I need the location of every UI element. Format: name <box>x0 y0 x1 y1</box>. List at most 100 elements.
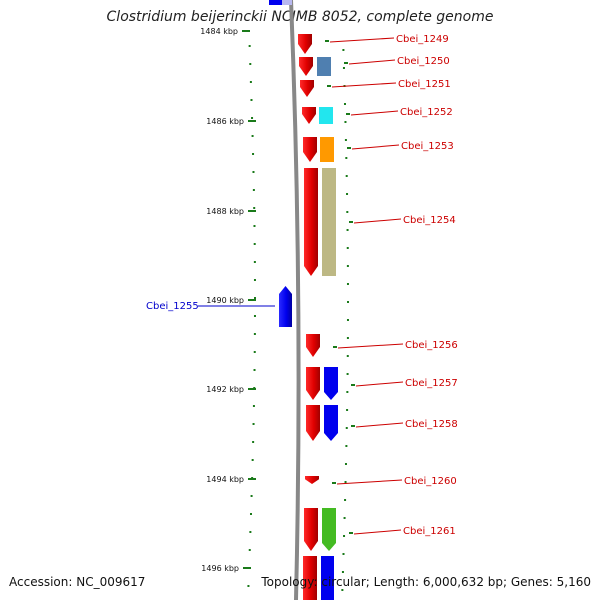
minor-tick <box>345 175 348 177</box>
minor-tick <box>346 373 349 375</box>
gene-label[interactable]: Cbei_1254 <box>403 215 456 226</box>
gene-label-connector <box>353 529 402 535</box>
minor-tick <box>346 229 349 231</box>
gene-cog-box[interactable] <box>324 367 338 400</box>
partial-gene-bottom-cog <box>321 556 334 600</box>
minor-tick <box>248 567 251 569</box>
gene-label-connector <box>353 218 402 224</box>
minor-tick <box>252 153 255 155</box>
minor-tick <box>253 243 256 245</box>
minor-tick <box>346 409 349 411</box>
gene-arrow-forward[interactable] <box>306 334 320 357</box>
label-anchor-tick <box>351 425 355 427</box>
minor-tick <box>248 45 251 47</box>
gene-label-connector <box>350 110 399 116</box>
gene-label[interactable]: Cbei_1261 <box>403 526 456 537</box>
minor-tick <box>253 261 256 263</box>
gene-arrow-forward[interactable] <box>304 168 318 276</box>
kbp-label: 1494 kbp <box>206 475 244 484</box>
kbp-label: 1484 kbp <box>200 27 238 36</box>
kbp-label: 1496 kbp <box>201 564 239 573</box>
minor-tick <box>253 207 256 209</box>
minor-tick <box>247 585 250 587</box>
minor-tick <box>344 139 347 141</box>
label-anchor-tick <box>349 221 353 223</box>
minor-tick <box>346 247 349 249</box>
partial-gene-bottom <box>303 556 317 600</box>
gene-arrow-forward[interactable] <box>299 57 313 76</box>
minor-tick <box>344 463 347 465</box>
gene-label[interactable]: Cbei_1257 <box>405 378 458 389</box>
minor-tick <box>345 157 348 159</box>
gene-cog-box[interactable] <box>322 508 336 551</box>
gene-label[interactable]: Cbei_1251 <box>398 79 451 90</box>
gene-label[interactable]: Cbei_1256 <box>405 340 458 351</box>
minor-tick <box>342 49 345 51</box>
gene-label-connector <box>355 422 404 428</box>
gene-arrow-forward[interactable] <box>306 405 320 441</box>
gene-label[interactable]: Cbei_1258 <box>405 419 458 430</box>
gene-label-connector <box>337 343 404 349</box>
minor-tick <box>250 99 253 101</box>
minor-tick <box>248 549 251 551</box>
minor-tick <box>253 333 256 335</box>
gene-arrow-forward[interactable] <box>298 34 312 54</box>
minor-tick <box>253 279 256 281</box>
minor-tick <box>341 589 344 591</box>
gene-label[interactable]: Cbei_1252 <box>400 107 453 118</box>
gene-cog-box[interactable] <box>317 57 331 76</box>
minor-tick <box>346 319 349 321</box>
gene-cog-box[interactable] <box>319 107 333 124</box>
minor-tick <box>253 369 256 371</box>
gene-arrow-forward[interactable] <box>306 367 320 400</box>
minor-tick <box>344 481 347 483</box>
label-anchor-tick <box>344 62 348 64</box>
minor-tick <box>251 477 254 479</box>
minor-tick <box>343 535 346 537</box>
gene-label-connector <box>336 479 403 485</box>
accession-label: Accession: NC_009617 <box>9 575 146 589</box>
minor-tick <box>252 441 255 443</box>
minor-tick <box>252 423 255 425</box>
gene-arrow-forward[interactable] <box>304 508 318 551</box>
minor-tick <box>345 427 348 429</box>
genome-summary: Topology: circular; Length: 6,000,632 bp… <box>261 575 591 589</box>
gene-label[interactable]: Cbei_1249 <box>396 34 449 45</box>
minor-tick <box>346 355 349 357</box>
minor-tick <box>346 301 349 303</box>
minor-tick <box>342 67 345 69</box>
minor-tick <box>343 103 346 105</box>
minor-tick <box>341 571 344 573</box>
kbp-label: 1492 kbp <box>206 385 244 394</box>
gene-cog-box[interactable] <box>322 168 336 276</box>
label-anchor-tick <box>351 384 355 386</box>
minor-tick <box>249 81 252 83</box>
gene-arrow-reverse[interactable] <box>279 286 292 327</box>
minor-tick <box>252 171 255 173</box>
gene-arrow-forward[interactable] <box>300 80 314 97</box>
minor-tick <box>249 63 252 65</box>
label-anchor-tick <box>325 40 329 42</box>
minor-tick <box>252 405 255 407</box>
partial-gene-top-cog <box>282 0 292 5</box>
gene-label-connector <box>351 144 400 150</box>
minor-tick <box>249 531 252 533</box>
gene-label-connector <box>329 37 395 43</box>
minor-tick <box>346 193 349 195</box>
gene-label[interactable]: Cbei_1255 <box>146 301 199 312</box>
minor-tick <box>251 459 254 461</box>
gene-label[interactable]: Cbei_1253 <box>401 141 454 152</box>
gene-arrow-forward[interactable] <box>302 107 316 124</box>
gene-arrow-forward[interactable] <box>303 137 317 162</box>
minor-tick <box>342 553 345 555</box>
gene-label[interactable]: Cbei_1250 <box>397 56 450 67</box>
genome-title: Clostridium beijerinckii NCIMB 8052, com… <box>106 9 494 25</box>
gene-label[interactable]: Cbei_1260 <box>404 476 457 487</box>
gene-arrow-forward[interactable] <box>305 476 319 484</box>
gene-cog-box[interactable] <box>320 137 334 162</box>
minor-tick <box>253 351 256 353</box>
kbp-label: 1488 kbp <box>206 207 244 216</box>
gene-cog-box[interactable] <box>324 405 338 441</box>
label-anchor-tick <box>349 532 353 534</box>
